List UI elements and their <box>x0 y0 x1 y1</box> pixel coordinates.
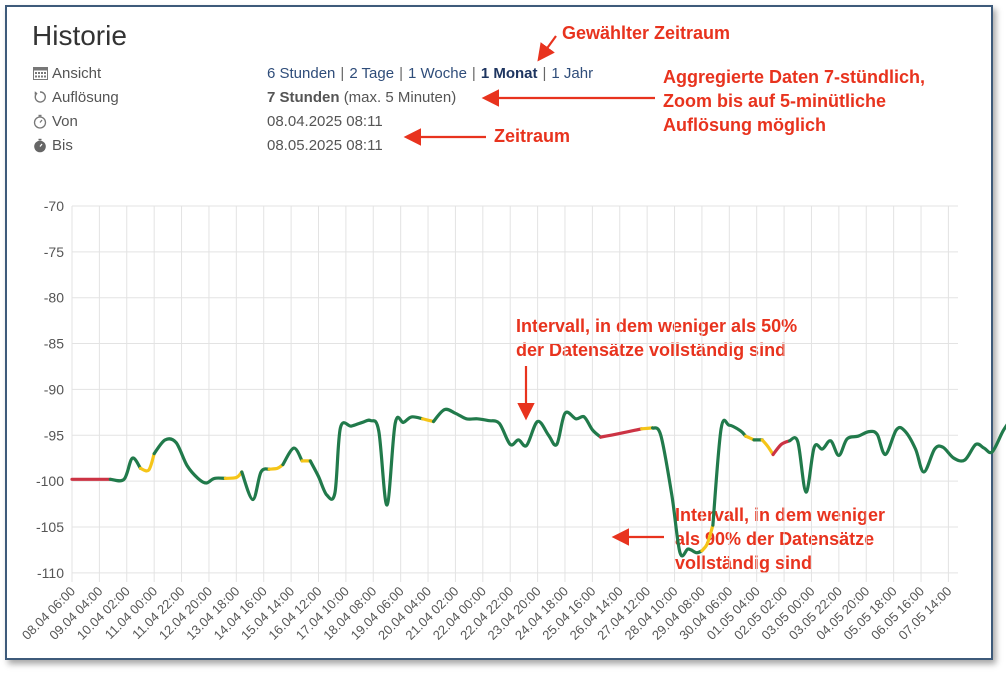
view-separator: | <box>471 64 476 82</box>
y-tick-label: -95 <box>44 427 64 443</box>
from-label: Von <box>52 112 78 130</box>
series-line-partial <box>138 452 156 473</box>
resolution-max: (max. 5 Minuten) <box>343 88 457 106</box>
view-options: 6 Stunden | 2 Tage | 1 Woche | 1 Monat | 1 Jahr <box>267 62 593 84</box>
resolution-label: Auflösung <box>52 88 119 106</box>
series-line-partial <box>640 426 655 431</box>
series-line-partial <box>223 470 244 480</box>
series-line-partial <box>700 523 715 553</box>
to-row: Bis <box>32 134 73 156</box>
annotation-aggregated-line: Auflösung möglich <box>663 115 826 135</box>
page-title: Historie <box>32 20 127 51</box>
series-line-good <box>431 407 603 448</box>
annotation-under-50: Intervall, in dem weniger als 50% der Da… <box>516 314 797 362</box>
series-line-low <box>599 427 644 439</box>
resolution-current: 7 Stunden <box>267 88 340 106</box>
series-line-good <box>788 423 1006 494</box>
annotation-aggregated: Aggregierte Daten 7-stündlich, Zoom bis … <box>663 65 925 137</box>
annotation-aggregated-line: Aggregierte Daten 7-stündlich, <box>663 67 926 87</box>
annotation-under-50-line: Intervall, in dem weniger als 50% <box>516 316 798 336</box>
history-panel <box>5 5 993 660</box>
series-line-good <box>108 456 143 483</box>
series-line-partial <box>267 463 285 471</box>
series-line-good <box>711 418 748 527</box>
annotation-under-90-line: als 90% der Datensätze <box>675 529 875 549</box>
series-line-good <box>308 415 425 507</box>
view-option-1y[interactable]: 1 Jahr <box>551 64 594 82</box>
view-row: Ansicht <box>32 62 101 84</box>
annotation-under-90: Intervall, in dem weniger als 90% der Da… <box>675 503 885 575</box>
arrow-selected-range <box>537 35 557 62</box>
annotation-selected-range: Gewählter Zeitraum <box>562 23 731 43</box>
resolution-row: Auflösung <box>32 86 119 108</box>
series-line-good <box>651 426 704 558</box>
view-option-1w[interactable]: 1 Woche <box>407 64 467 82</box>
y-tick-label: -85 <box>44 336 64 352</box>
series-line-partial <box>760 438 775 457</box>
from-value: 08.04.2025 08:11 <box>267 112 383 130</box>
y-tick-label: -80 <box>44 290 64 306</box>
view-option-1m[interactable]: 1 Monat <box>480 64 538 82</box>
series <box>70 407 1006 558</box>
view-option-6h[interactable]: 6 Stunden <box>267 64 336 82</box>
series-line-low <box>771 439 792 457</box>
resolution-value: 7 Stunden (max. 5 Minuten) <box>267 86 456 108</box>
y-tick-label: -105 <box>36 519 64 535</box>
to-label: Bis <box>52 136 73 154</box>
chart-grid <box>71 205 958 582</box>
series-line-partial <box>421 417 436 424</box>
view-label: Ansicht <box>52 64 102 82</box>
to-value: 08.05.2025 08:11 <box>267 136 383 154</box>
refresh-icon <box>32 89 48 105</box>
annotation-range: Zeitraum <box>494 126 571 146</box>
annotation-under-50-line: der Datensätze vollständig sind <box>516 340 787 360</box>
annotation-arrows <box>403 35 664 546</box>
view-separator: | <box>399 64 403 82</box>
view-separator: | <box>542 64 547 82</box>
series-line-good <box>240 467 271 502</box>
y-tick-label: -100 <box>36 473 64 489</box>
y-axis: -70 -75 -80 -85 -90 -95 -100 -105 -110 <box>36 198 64 581</box>
view-separator: | <box>340 64 345 82</box>
calendar-icon <box>32 65 48 81</box>
stopwatch-outline-icon <box>32 113 48 129</box>
stopwatch-filled-icon <box>32 137 48 153</box>
series-line-good <box>152 437 227 485</box>
from-row: Von <box>32 110 78 132</box>
y-tick-label: -75 <box>44 244 64 260</box>
annotation-aggregated-line: Zoom bis auf 5-minütliche <box>663 91 887 111</box>
y-tick-label: -110 <box>37 565 64 581</box>
annotation-under-90-line: vollständig sind <box>675 553 813 573</box>
view-option-2d[interactable]: 2 Tage <box>349 64 395 82</box>
series-line-good <box>281 446 304 467</box>
y-tick-label: -90 <box>44 381 64 397</box>
y-tick-label: -70 <box>44 198 64 214</box>
annotation-under-90-line: Intervall, in dem weniger <box>675 505 886 525</box>
